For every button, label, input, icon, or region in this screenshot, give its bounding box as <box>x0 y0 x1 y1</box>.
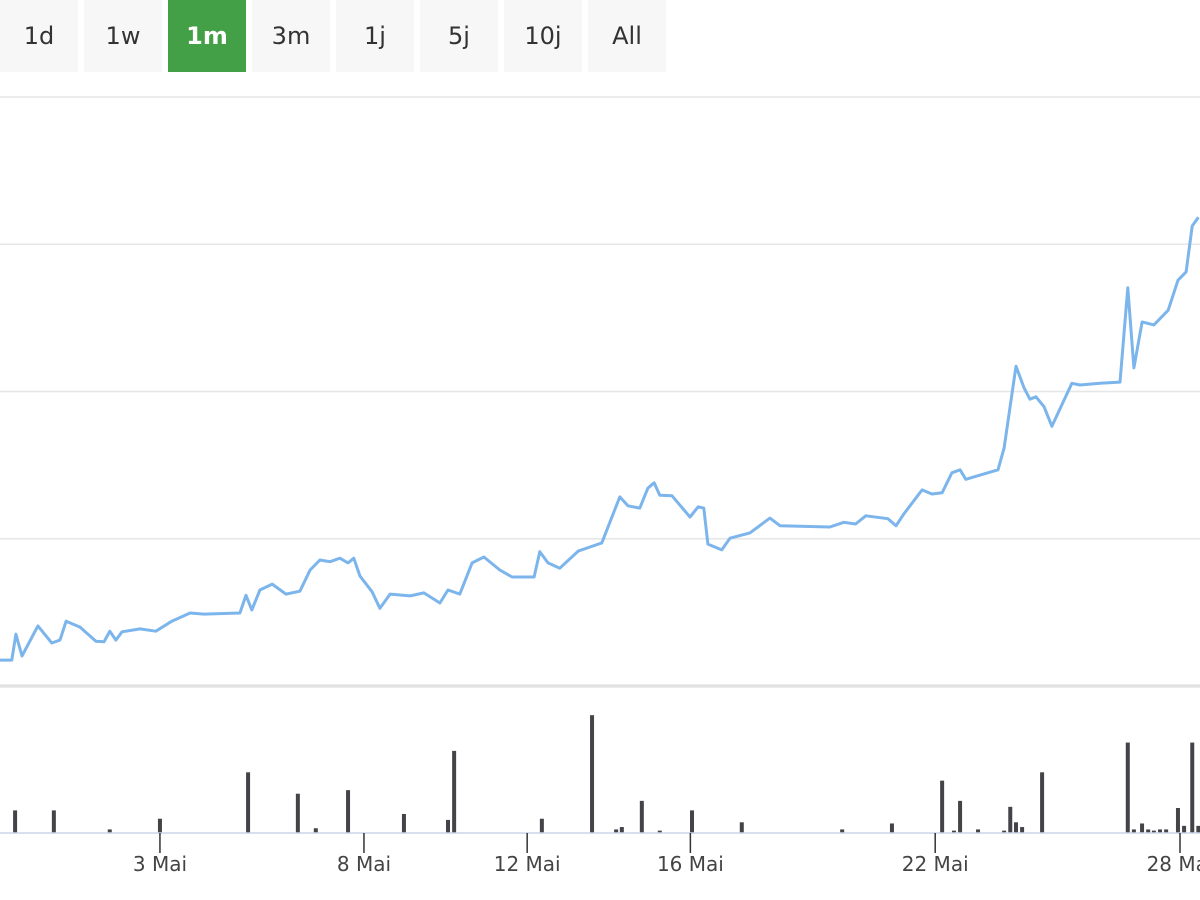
volume-bar <box>246 772 251 833</box>
x-tick-label: 28 Mai <box>1147 852 1200 876</box>
range-button[interactable]: 1d <box>0 0 78 72</box>
volume-bar <box>639 800 644 833</box>
price-line <box>0 216 1200 662</box>
volume-bar <box>590 715 595 833</box>
volume-bar <box>1013 822 1018 833</box>
range-button[interactable]: 3m <box>252 0 330 72</box>
x-tick-label: 22 Mai <box>902 852 969 876</box>
volume-bar <box>940 780 945 833</box>
volume-bar <box>614 829 619 833</box>
volume-bar <box>889 823 894 833</box>
volume-bar <box>1008 806 1013 833</box>
range-button[interactable]: 10j <box>504 0 582 72</box>
volume-bar <box>1040 772 1045 833</box>
volume-bar <box>1151 830 1156 833</box>
volume-bar <box>452 750 457 833</box>
volume-bar <box>840 829 845 833</box>
volume-bar <box>619 827 624 833</box>
volume-bar <box>346 790 351 833</box>
volume-bar <box>295 793 300 833</box>
volume-bar <box>958 800 963 833</box>
x-tick-label: 8 Mai <box>337 852 391 876</box>
x-tick-label: 3 Mai <box>133 852 187 876</box>
volume-bar <box>13 810 18 833</box>
volume-bar <box>690 810 695 833</box>
range-button[interactable]: 5j <box>420 0 498 72</box>
volume-bar <box>1196 825 1200 833</box>
volume-bar <box>951 830 956 833</box>
range-button[interactable]: All <box>588 0 666 72</box>
range-button[interactable]: 1m <box>168 0 246 72</box>
volume-bar <box>107 829 112 833</box>
volume-bar <box>313 828 318 833</box>
volume-bar <box>657 830 662 833</box>
volume-bar <box>1002 830 1007 833</box>
volume-bar <box>1175 808 1180 833</box>
x-tick-label: 12 Mai <box>494 852 561 876</box>
volume-bar <box>1164 829 1169 833</box>
volume-bar <box>1158 829 1163 833</box>
volume-bar <box>51 810 56 833</box>
volume-bar <box>1190 742 1195 833</box>
volume-bar <box>401 813 406 833</box>
volume-bar <box>1146 829 1151 833</box>
range-button[interactable]: 1j <box>336 0 414 72</box>
volume-bar <box>1140 823 1145 833</box>
volume-bar <box>157 818 162 833</box>
volume-bar <box>1131 829 1136 833</box>
volume-bar <box>739 822 744 833</box>
range-button[interactable]: 1w <box>84 0 162 72</box>
volume-bar <box>1020 827 1025 833</box>
volume-bar <box>539 818 544 833</box>
volume-bar <box>1125 742 1130 833</box>
volume-bar <box>446 819 451 833</box>
x-tick-label: 16 Mai <box>657 852 724 876</box>
volume-bar <box>1182 825 1187 833</box>
volume-bar <box>976 829 981 833</box>
